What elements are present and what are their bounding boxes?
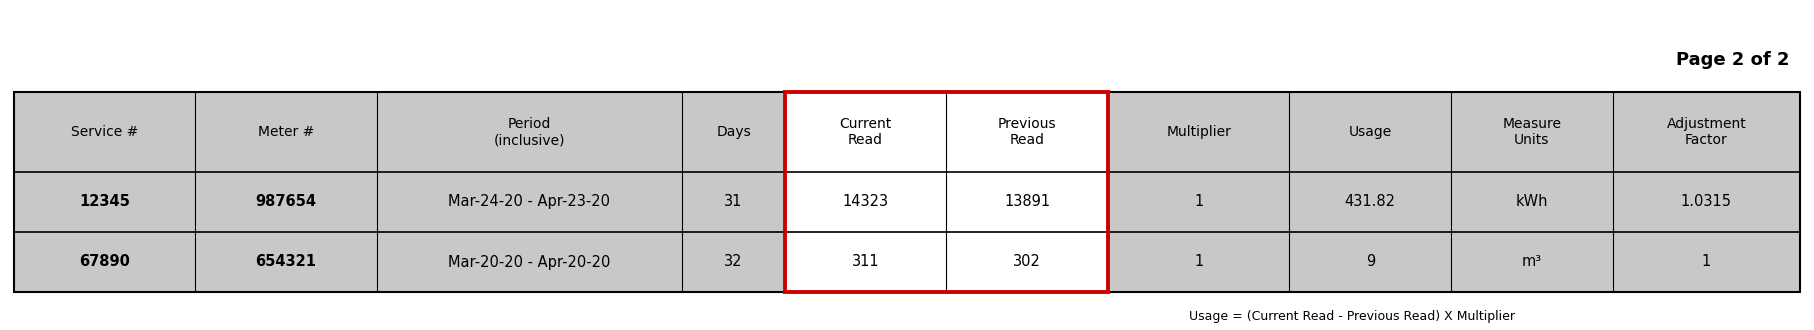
Text: 1: 1 xyxy=(1702,254,1711,270)
Text: Meter #: Meter # xyxy=(258,125,314,139)
Text: 1: 1 xyxy=(1194,254,1203,270)
Bar xyxy=(785,92,947,172)
Text: Current
Read: Current Read xyxy=(840,117,892,147)
Text: Service #: Service # xyxy=(71,125,138,139)
Bar xyxy=(15,92,1799,292)
Text: kWh: kWh xyxy=(1517,194,1547,210)
Text: Previous
Read: Previous Read xyxy=(998,117,1056,147)
Text: 431.82: 431.82 xyxy=(1344,194,1395,210)
Text: Multiplier: Multiplier xyxy=(1166,125,1232,139)
Text: Mar-24-20 - Apr-23-20: Mar-24-20 - Apr-23-20 xyxy=(448,194,611,210)
Text: 987654: 987654 xyxy=(256,194,316,210)
Bar xyxy=(947,172,1108,232)
Text: Period
(inclusive): Period (inclusive) xyxy=(493,117,566,147)
Bar xyxy=(785,92,1108,292)
Bar xyxy=(947,232,1108,292)
Text: Page 2 of 2: Page 2 of 2 xyxy=(1676,51,1790,69)
Text: Usage: Usage xyxy=(1348,125,1391,139)
Text: Adjustment
Factor: Adjustment Factor xyxy=(1667,117,1747,147)
Text: m³: m³ xyxy=(1522,254,1542,270)
Bar xyxy=(15,232,1799,292)
Text: 311: 311 xyxy=(853,254,880,270)
Text: Mar-20-20 - Apr-20-20: Mar-20-20 - Apr-20-20 xyxy=(448,254,611,270)
Text: 31: 31 xyxy=(724,194,742,210)
Bar xyxy=(785,172,947,232)
Text: 302: 302 xyxy=(1014,254,1041,270)
Text: 32: 32 xyxy=(724,254,742,270)
Text: 13891: 13891 xyxy=(1005,194,1050,210)
Text: 9: 9 xyxy=(1366,254,1375,270)
Text: Usage = (Current Read - Previous Read) X Multiplier: Usage = (Current Read - Previous Read) X… xyxy=(1190,310,1515,323)
Text: 1: 1 xyxy=(1194,194,1203,210)
Text: Days: Days xyxy=(717,125,751,139)
Text: Measure
Units: Measure Units xyxy=(1502,117,1562,147)
Bar xyxy=(15,172,1799,232)
Text: 1.0315: 1.0315 xyxy=(1682,194,1732,210)
Text: 12345: 12345 xyxy=(80,194,131,210)
Text: 14323: 14323 xyxy=(842,194,889,210)
Bar xyxy=(785,232,947,292)
Bar xyxy=(947,92,1108,172)
Text: 654321: 654321 xyxy=(256,254,316,270)
Text: 67890: 67890 xyxy=(80,254,131,270)
Bar xyxy=(15,92,1799,172)
